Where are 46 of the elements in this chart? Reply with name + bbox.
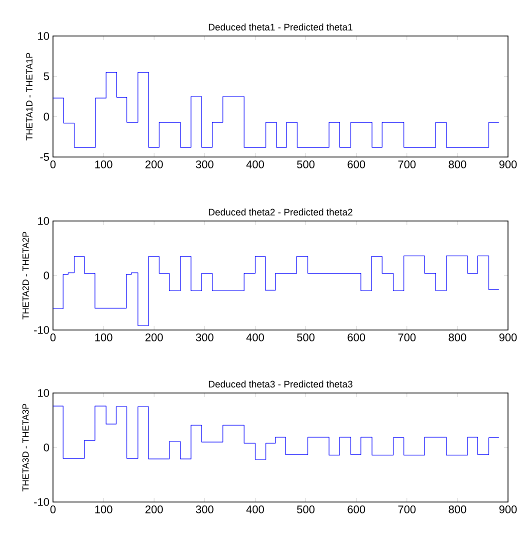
x-tick-label: 700 xyxy=(398,160,416,168)
x-tick-label: 400 xyxy=(246,334,264,342)
x-tick-label: 800 xyxy=(448,160,466,168)
x-tick-label: 300 xyxy=(196,160,214,168)
y-axis-title: THETA3D - THETA3P xyxy=(22,404,29,492)
x-tick-label: 600 xyxy=(348,506,366,514)
x-tick-label: 100 xyxy=(95,334,112,342)
y-tick-label: 10 xyxy=(38,32,50,40)
x-tick-label: 800 xyxy=(448,506,466,514)
x-tick-label: 900 xyxy=(499,334,517,342)
x-tick-label: 500 xyxy=(297,506,315,514)
y-tick-label: 10 xyxy=(38,389,50,397)
x-tick-label: 100 xyxy=(95,160,112,168)
x-tick-label: 100 xyxy=(95,506,112,514)
x-tick-label: 900 xyxy=(499,506,517,514)
x-tick-label: 0 xyxy=(50,506,56,514)
y-tick-label: 0 xyxy=(44,112,50,121)
chart-title: Deduced theta3 - Predicted theta3 xyxy=(208,380,352,388)
x-tick-label: 900 xyxy=(499,160,517,168)
x-tick-label: 600 xyxy=(348,160,366,168)
x-tick-label: 0 xyxy=(50,160,56,168)
x-tick-label: 700 xyxy=(398,506,416,514)
x-tick-label: 0 xyxy=(50,334,56,342)
y-tick-label: 10 xyxy=(38,217,50,225)
x-tick-label: 400 xyxy=(246,506,264,514)
x-tick-label: 300 xyxy=(196,334,214,342)
y-tick-label: -10 xyxy=(34,326,50,334)
x-tick-label: 200 xyxy=(145,506,163,514)
chart-title: Deduced theta2 - Predicted theta2 xyxy=(208,208,352,216)
x-tick-label: 300 xyxy=(196,506,214,514)
y-axis-title: THETA1D - THETA1P xyxy=(26,52,32,140)
y-tick-label: 0 xyxy=(44,444,50,452)
x-tick-label: 500 xyxy=(297,334,315,342)
y-axis-title: THETA2D - THETA2P xyxy=(22,232,29,320)
chart-title: Deduced theta1 - Predicted theta1 xyxy=(208,24,352,30)
y-tick-label: 0 xyxy=(44,272,50,280)
x-tick-label: 700 xyxy=(398,334,416,342)
x-tick-label: 500 xyxy=(297,160,315,168)
y-tick-label: -10 xyxy=(34,498,50,506)
x-tick-label: 800 xyxy=(448,334,466,342)
x-tick-label: 600 xyxy=(348,334,366,342)
x-tick-label: 200 xyxy=(145,334,163,342)
y-tick-label: 5 xyxy=(44,72,50,80)
x-tick-label: 200 xyxy=(145,160,163,168)
y-tick-label: -5 xyxy=(40,153,50,161)
x-tick-label: 400 xyxy=(246,160,264,168)
